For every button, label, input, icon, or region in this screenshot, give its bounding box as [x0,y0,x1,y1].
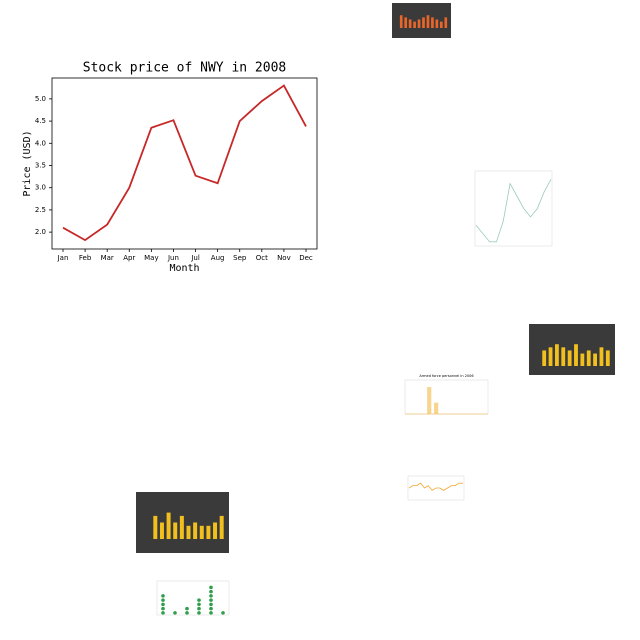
dot [209,585,213,590]
x-axis-label: Month [169,263,199,274]
plot-frame [404,379,489,415]
plot-frame [474,170,553,247]
dot-stack [173,611,177,615]
plot-frame [156,580,230,616]
bar [153,515,158,539]
x-tick-label: Jan [57,254,69,262]
bar [431,17,434,28]
dot-stack [161,594,165,615]
dot [185,606,189,611]
dot [209,602,213,607]
y-tick-label: 4.5 [35,117,46,125]
bar [199,525,204,539]
chart-title: Armed force personnel in 2006 [419,374,473,378]
bar [580,353,585,366]
dot [161,602,165,607]
bar [427,387,432,414]
data-line [475,179,552,243]
bar [605,350,610,366]
dot [221,611,225,615]
bar [213,522,218,539]
data-line [408,482,463,491]
x-tick-label: Dec [299,254,313,262]
bar [166,512,171,539]
bar [599,347,604,366]
dot-stack [221,611,225,615]
bar [219,515,224,539]
bar [548,347,553,366]
dot [161,611,165,615]
bar [586,350,591,366]
y-tick-label: 3.0 [35,184,46,192]
dot [161,606,165,611]
dot [209,611,213,615]
dot-stack [209,585,213,615]
x-tick-label: Nov [277,254,291,262]
x-tick-label: Jun [167,254,179,262]
bar [159,522,164,539]
dot [185,611,189,615]
y-tick-label: 5.0 [35,95,46,103]
bar [408,19,412,28]
data-line [62,84,307,242]
x-tick-label: May [144,254,158,262]
bar [561,347,566,366]
dot [197,598,201,602]
dot-stack [197,598,201,615]
dot [197,611,201,615]
x-tick-label: Jul [190,254,200,262]
dot [209,589,213,594]
dot [209,598,213,602]
x-tick-label: Oct [256,254,268,262]
bar [422,17,425,28]
dot [173,611,177,615]
bar [555,344,559,366]
x-tick-label: Mar [101,254,114,262]
bar [179,515,184,539]
bar [567,350,572,366]
bar [542,350,547,366]
bar [439,21,443,28]
bar [206,525,211,539]
bar [593,353,597,366]
chart-title: Stock price of NWY in 2008 [83,61,287,76]
bar [404,17,408,28]
bar [193,522,198,539]
bar [574,344,578,366]
bar [399,15,403,28]
dot-stack [185,606,189,615]
bar [426,15,430,28]
bar [186,525,191,539]
dot [197,602,201,607]
x-tick-label: Sep [233,254,247,262]
x-tick-label: Feb [79,254,92,262]
bar [435,19,439,28]
y-tick-label: 2.0 [35,228,46,236]
dot [161,594,165,598]
plot-frame [407,475,465,501]
bar [173,522,178,539]
bar [413,21,416,28]
dot [197,606,201,611]
bar [434,402,439,414]
plot-frame [51,77,318,250]
y-axis-label: Price (USD) [22,130,33,196]
x-tick-label: Aug [211,254,225,262]
y-tick-label: 2.5 [35,206,46,214]
dot [209,606,213,611]
bar [444,17,448,28]
x-tick-label: Apr [123,254,135,262]
y-tick-label: 4.0 [35,139,46,147]
dot [209,594,213,598]
dot [161,598,165,602]
y-tick-label: 3.5 [35,161,46,169]
bar [417,19,421,28]
